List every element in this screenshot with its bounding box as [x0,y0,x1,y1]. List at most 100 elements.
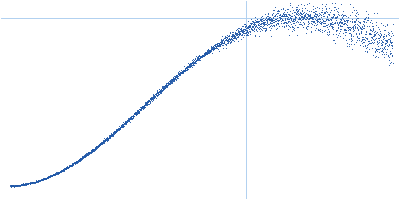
Point [159,89,165,92]
Point [208,46,214,50]
Point [33,179,39,182]
Point [114,128,120,132]
Point [52,173,58,176]
Point [136,110,142,113]
Point [48,174,55,177]
Point [8,184,15,187]
Point [57,170,64,173]
Point [258,25,264,28]
Point [300,17,307,20]
Point [176,74,182,77]
Point [175,73,181,76]
Point [117,124,124,127]
Point [175,73,182,76]
Point [9,184,15,187]
Point [366,33,373,36]
Point [137,107,143,111]
Point [369,24,375,27]
Point [158,90,164,93]
Point [22,183,28,186]
Point [81,153,87,157]
Point [105,138,112,141]
Point [290,25,296,28]
Point [116,127,123,130]
Point [78,156,85,159]
Point [249,29,256,32]
Point [24,182,31,185]
Point [182,68,188,71]
Point [337,17,344,20]
Point [317,21,324,24]
Point [267,16,273,19]
Point [60,168,66,171]
Point [385,45,392,48]
Point [250,20,256,23]
Point [242,22,248,26]
Point [25,182,32,185]
Point [369,40,375,43]
Point [258,22,264,25]
Point [318,20,325,23]
Point [354,10,360,13]
Point [225,40,231,43]
Point [67,164,73,167]
Point [16,184,23,187]
Point [342,30,348,33]
Point [360,45,366,48]
Point [25,181,31,184]
Point [282,8,288,12]
Point [20,184,26,187]
Point [283,23,290,27]
Point [291,10,298,13]
Point [150,98,156,101]
Point [143,102,149,105]
Point [323,6,329,9]
Point [70,162,77,165]
Point [69,162,75,166]
Point [366,24,373,28]
Point [310,17,316,20]
Point [96,143,103,146]
Point [149,99,156,103]
Point [10,184,16,187]
Point [204,51,211,55]
Point [170,79,177,82]
Point [325,0,331,1]
Point [196,53,202,57]
Point [18,183,24,187]
Point [84,152,90,155]
Point [267,29,274,32]
Point [366,31,372,34]
Point [375,45,382,48]
Point [340,9,346,12]
Point [11,184,18,187]
Point [219,46,226,49]
Point [320,13,326,16]
Point [169,81,176,84]
Point [364,49,370,52]
Point [100,139,106,142]
Point [123,121,129,124]
Point [8,184,14,187]
Point [295,13,301,17]
Point [342,13,348,17]
Point [104,138,110,141]
Point [135,111,142,114]
Point [381,46,388,49]
Point [359,37,366,40]
Point [364,50,370,54]
Point [229,38,235,41]
Point [359,39,366,42]
Point [162,86,169,89]
Point [357,21,364,25]
Point [237,27,244,30]
Point [172,75,179,79]
Point [156,91,162,94]
Point [194,57,200,60]
Point [32,180,39,183]
Point [206,51,213,54]
Point [11,184,17,187]
Point [144,100,150,103]
Point [263,19,270,22]
Point [112,131,118,134]
